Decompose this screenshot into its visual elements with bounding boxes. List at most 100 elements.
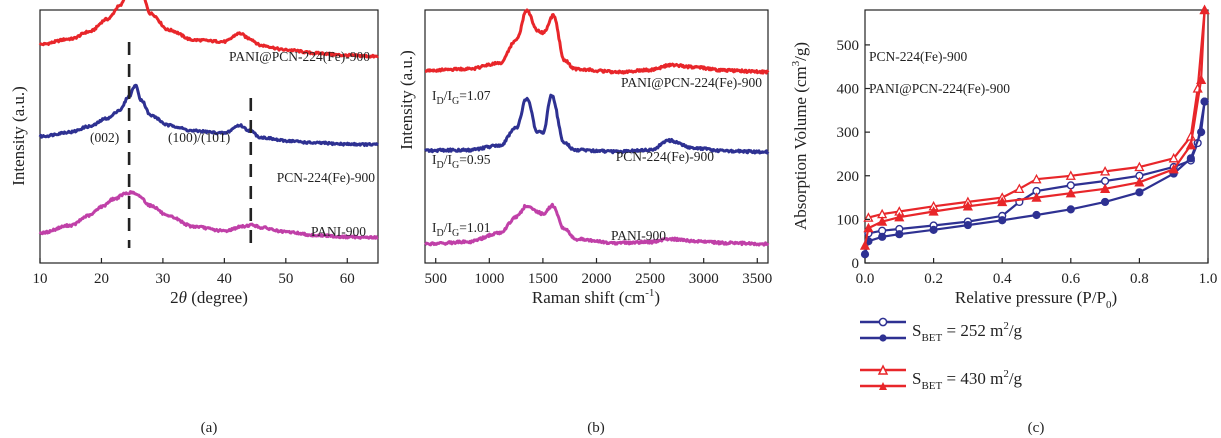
panel-c-ytick-label-5: 500 [837, 38, 860, 54]
panel-b-xtick-label-1: 1000 [474, 271, 504, 287]
panel-c-blue-adsorption-point-7 [1032, 210, 1041, 220]
panel-b-label-pcn: PCN-224(Fe)-900 [616, 149, 714, 164]
panel-c-blue-desorption-point-6 [1066, 181, 1075, 190]
panel-c-ytick-label-4: 400 [837, 82, 860, 98]
panel-c-red-adsorption-point-7 [1031, 192, 1042, 202]
panel-c-red-adsorption-point-2 [877, 216, 888, 226]
panel-a: 10 20 30 40 50 60 PANI@PCN-224(Fe)-900 PCN-22… [9, 0, 379, 436]
panel-b-xtick-label-0: 500 [424, 271, 447, 287]
legend-blue-filled-marker [879, 334, 887, 342]
panel-a-series-pani-900 [38, 190, 379, 240]
panel-a-annot-002: (002) [90, 130, 119, 145]
panel-c-red-adsorption-point-9 [1100, 183, 1111, 193]
panel-c-ytick-label-2: 200 [837, 169, 860, 185]
panel-a-xtick-label-0: 10 [33, 271, 48, 287]
panel-b-xticks: 500 1000 1500 2000 2500 3000 3500 [424, 258, 772, 287]
panel-c-xticks: 0.0 0.2 0.4 0.6 0.8 1.0 [856, 258, 1218, 287]
panel-a-series [38, 0, 379, 240]
panel-c-red-desorption-point-3 [1168, 152, 1179, 163]
panel-c-blue-adsorption-point-3 [895, 230, 904, 239]
panel-c-xtick-label-4: 0.8 [1130, 271, 1149, 287]
panel-b-ratio-pani: ID/IG=1.01 [432, 220, 490, 239]
legend-red-filled-marker [879, 382, 887, 390]
panel-b-caption: (b) [587, 420, 605, 436]
panel-c-blue-adsorption-point-5 [963, 220, 973, 230]
panel-c-ytick-label-0: 0 [852, 256, 860, 272]
panel-c-blue-adsorption-point-13 [1197, 128, 1206, 137]
panel-c-red-adsorption-point-11 [1168, 163, 1179, 174]
panel-c-red-adsorption-point-1 [863, 222, 874, 233]
panel-b-series-pcn-224-fe-900 [424, 93, 770, 155]
panel-a-series-pcn-224-fe-900 [38, 83, 379, 147]
panel-a-xlabel: 2θ (degree) [170, 288, 248, 307]
panel-a-xtick-label-1: 20 [94, 271, 109, 287]
panel-c-xtick-label-0: 0.0 [856, 271, 875, 287]
panel-c-red-adsorption-point-6 [997, 196, 1008, 207]
panel-b-xtick-label-5: 3000 [689, 271, 719, 287]
panel-c-legend: SBET = 252 m2/g SBET = 430 m2/g [860, 317, 1023, 392]
panel-c-blue-adsorption-point-2 [878, 232, 887, 241]
panel-b-series-pani-900 [424, 202, 770, 247]
panel-c-blue-adsorption-point-8 [1066, 205, 1075, 214]
panel-a-annot-100-101: (100)/(101) [168, 130, 230, 145]
panel-c: 0.0 0.2 0.4 0.6 0.8 1.0 0 100 200 300 400 500 PCN-… [790, 4, 1218, 436]
panel-b-ylabel: Intensity (a.u.) [397, 50, 416, 150]
panel-c-ytick-label-3: 300 [837, 125, 860, 141]
legend-blue-label: SBET = 252 m2/g [912, 320, 1023, 344]
panel-a-refs [127, 42, 253, 248]
panel-c-red-desorption-point-7 [1031, 173, 1042, 184]
panel-c-red-desorption-line [868, 9, 1206, 219]
panel-b-xtick-label-4: 2500 [635, 271, 665, 287]
legend-red-label: SBET = 430 m2/g [912, 368, 1023, 392]
panel-c-blue-adsorption-point-0 [860, 250, 870, 259]
panel-c-blue-desorption-point-5 [1100, 176, 1110, 186]
panel-a-xtick-label-4: 50 [278, 271, 293, 287]
panel-c-red-adsorption-point-0 [859, 240, 871, 250]
panel-c-red-adsorption-point-10 [1134, 176, 1145, 187]
panel-a-xtick-label-5: 60 [340, 271, 355, 287]
panel-c-red-desorption-point-6 [1065, 170, 1076, 180]
panel-c-label-pani-pcn: PANI@PCN-224(Fe)-900 [869, 81, 1010, 96]
legend-blue-open-marker [878, 317, 888, 327]
panel-b-label-pani-pcn: PANI@PCN-224(Fe)-900 [621, 75, 762, 90]
panel-b-xlabel: Raman shift (cm-1) [532, 287, 660, 307]
panel-c-plot-frame [864, 9, 1209, 264]
panel-b-label-pani: PANI-900 [611, 228, 666, 243]
panel-c-blue-adsorption-point-9 [1100, 197, 1110, 207]
panel-c-blue-adsorption-point-14 [1200, 97, 1209, 106]
panel-a-label-pcn: PCN-224(Fe)-900 [277, 170, 375, 185]
panel-a-caption: (a) [201, 420, 218, 436]
panel-c-red-adsorption-point-13 [1196, 74, 1207, 84]
panel-b-ratio-pcn: ID/IG=0.95 [432, 152, 491, 171]
panel-a-xtick-label-3: 40 [217, 271, 232, 287]
panel-a-ylabel: Intensity (a.u.) [9, 86, 28, 186]
panel-a-label-pani-pcn: PANI@PCN-224(Fe)-900 [229, 49, 370, 64]
panel-c-blue-adsorption-point-6 [998, 216, 1007, 225]
panel-c-red-adsorption-point-12 [1185, 139, 1196, 150]
panel-a-series-pani-pcn-224-fe-900 [38, 0, 379, 59]
panel-c-red-adsorption-point-4 [928, 206, 939, 216]
panel-c-xtick-label-1: 0.2 [924, 271, 943, 287]
panel-c-xtick-label-2: 0.4 [993, 271, 1012, 287]
panel-a-label-pani: PANI-900 [311, 224, 366, 239]
panel-c-ytick-label-1: 100 [837, 212, 860, 228]
panel-c-series [859, 4, 1210, 259]
panel-c-red-adsorption-point-3 [894, 211, 905, 222]
panel-c-red-adsorption-point-14 [1199, 4, 1210, 15]
panel-c-blue-adsorption-point-12 [1186, 154, 1195, 163]
panel-b-xtick-label-6: 3500 [742, 271, 772, 287]
panel-c-red-adsorption-point-5 [962, 200, 973, 211]
panel-c-blue-adsorption-point-4 [929, 225, 938, 234]
panel-b-series [424, 8, 770, 247]
panel-c-xtick-label-3: 0.6 [1061, 271, 1080, 287]
panel-b-xtick-label-2: 1500 [528, 271, 558, 287]
legend-red-open-marker [877, 364, 889, 375]
panel-c-xtick-label-5: 1.0 [1199, 271, 1218, 287]
panel-c-red-adsorption-line [863, 9, 1206, 246]
panel-c-red-desorption-point-5 [1100, 166, 1111, 176]
panel-c-red-desorption-point-8 [1014, 183, 1025, 193]
legend-entry-blue: SBET = 252 m2/g [860, 317, 1023, 344]
panel-c-red-desorption-point-4 [1134, 161, 1145, 172]
panel-b-xtick-label-3: 2000 [582, 271, 612, 287]
